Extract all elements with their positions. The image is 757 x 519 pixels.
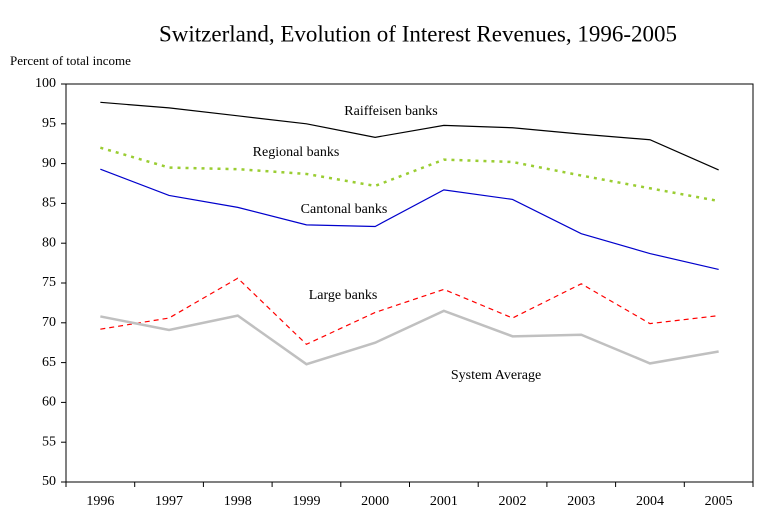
series-label: Regional banks <box>253 145 340 160</box>
series-line <box>100 277 719 346</box>
x-tick-label: 2005 <box>705 494 733 509</box>
y-tick-label: 85 <box>42 196 56 211</box>
y-tick-label: 100 <box>35 76 56 91</box>
series-label: System Average <box>451 368 541 383</box>
plot-area <box>65 83 754 483</box>
x-tick-label: 2004 <box>636 494 664 509</box>
series-label: Cantonal banks <box>301 202 388 217</box>
y-tick-label: 95 <box>42 116 56 131</box>
x-tick-label: 2003 <box>567 494 595 509</box>
y-tick-label: 65 <box>42 355 56 370</box>
x-tick-label: 2002 <box>499 494 527 509</box>
series-label: Raiffeisen banks <box>344 104 437 119</box>
x-tick-label: 2000 <box>361 494 389 509</box>
y-tick-label: 70 <box>42 315 56 330</box>
y-tick-label: 60 <box>42 395 56 410</box>
series-label: Large banks <box>309 288 378 303</box>
y-axis-label: Percent of total income <box>10 53 131 68</box>
series-line <box>100 309 719 366</box>
series-line <box>100 146 719 203</box>
series-line <box>100 168 719 271</box>
series-line <box>100 101 719 171</box>
y-tick-label: 55 <box>42 434 56 449</box>
x-tick-label: 2001 <box>430 494 458 509</box>
x-tick-label: 1997 <box>155 494 183 509</box>
y-tick-label: 90 <box>42 156 56 171</box>
y-tick-label: 50 <box>42 474 56 489</box>
x-tick-label: 1998 <box>224 494 252 509</box>
x-tick-label: 1999 <box>292 494 320 509</box>
y-tick-label: 80 <box>42 235 56 250</box>
y-tick-label: 75 <box>42 275 56 290</box>
chart-title: Switzerland, Evolution of Interest Reven… <box>159 21 677 46</box>
x-tick-label: 1996 <box>86 494 114 509</box>
